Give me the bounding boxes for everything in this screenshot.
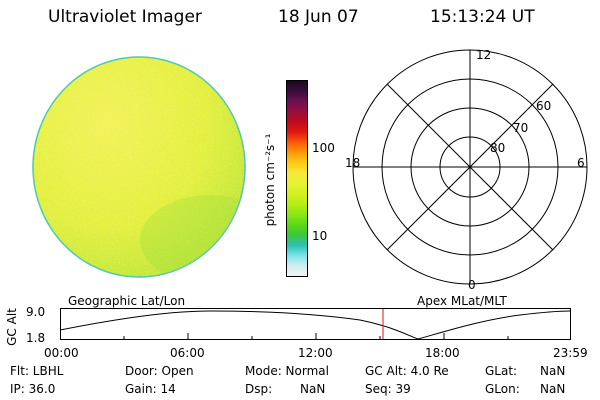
timeline-xtick-2359: 23:59 [553,346,588,360]
timeline-xtick-0600: 06:00 [170,346,205,360]
filter-info: Flt: LBHL [10,364,64,378]
altitude-curve [60,310,571,340]
timeline-ytick-high: 9.0 [26,305,46,319]
glon-value: NaN [540,382,566,396]
colorbar-unit-label: photon cm⁻²s⁻¹ [263,133,277,227]
timeline-right-label: Apex MLat/MLT [417,294,507,308]
auroral-image [32,56,246,278]
gc-alt-info: GC Alt: 4.0 Re [365,364,449,378]
mlt-label-12: 12 [476,48,491,62]
dsp-value: NaN [300,382,326,396]
glat-value: NaN [540,364,566,378]
door-info: Door: Open [125,364,194,378]
timeline-axis-title: GC Alt [5,308,19,346]
seq-info: Seq: 39 [365,382,411,396]
polar-grid: 12 18 6 0 60 70 80 [345,48,588,290]
image-date: 18 Jun 07 [278,7,359,27]
ip-info: IP: 36.0 [10,382,56,396]
dsp-label: Dsp: [245,382,273,396]
lat-label-70: 70 [513,121,528,135]
timeline-xtick-1200: 12:00 [298,346,333,360]
timeline-xtick-1800: 18:00 [425,346,460,360]
mlt-label-6: 6 [577,156,585,170]
mlt-label-0: 0 [468,278,476,290]
colorbar [286,80,308,277]
altitude-timeline [60,308,571,340]
lat-label-60: 60 [536,99,551,113]
mode-info: Mode: Normal [245,364,329,378]
timeline-xtick-0000: 00:00 [44,346,79,360]
instrument-title: Ultraviolet Imager [48,7,202,27]
image-time: 15:13:24 UT [430,7,535,27]
colorbar-tick-10: 10 [312,229,328,243]
timeline-ytick-low: 1.8 [26,331,46,345]
timeline-left-label: Geographic Lat/Lon [68,294,186,308]
lat-label-80: 80 [490,141,505,155]
mlt-label-18: 18 [345,156,360,170]
gain-info: Gain: 14 [125,382,176,396]
glon-label: GLon: [485,382,520,396]
glat-label: GLat: [485,364,518,378]
colorbar-tick-100: 100 [312,141,335,155]
